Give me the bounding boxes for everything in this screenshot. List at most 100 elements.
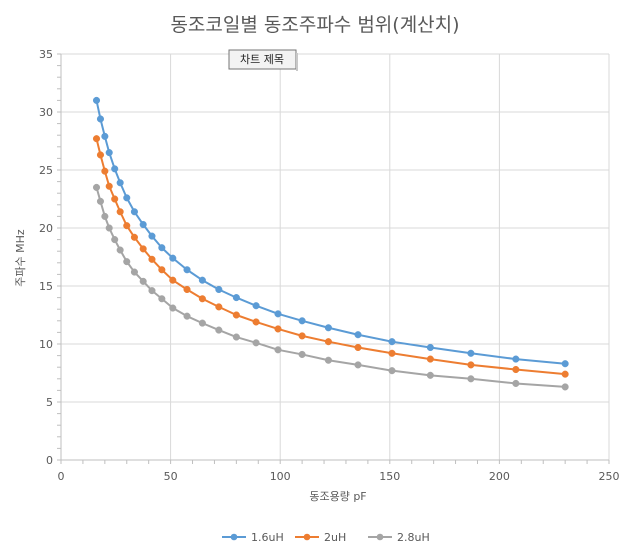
legend-marker-1 xyxy=(303,533,311,541)
data-point xyxy=(169,304,177,312)
data-point xyxy=(123,222,131,230)
data-point xyxy=(215,326,223,334)
legend-label-2: 2.8uH xyxy=(397,531,430,544)
data-point xyxy=(148,287,156,295)
axis-layer xyxy=(57,53,610,464)
data-point xyxy=(426,355,434,363)
data-point xyxy=(512,365,520,374)
data-point xyxy=(92,96,101,104)
grid-layer xyxy=(61,53,610,460)
x-tick-label: 250 xyxy=(599,470,620,483)
series-layer xyxy=(92,96,569,391)
data-point xyxy=(116,208,124,216)
series-line-0 xyxy=(95,100,566,365)
data-point xyxy=(116,179,124,187)
data-point xyxy=(467,349,475,357)
y-tick-label: 10 xyxy=(39,338,53,351)
y-tick-label: 25 xyxy=(39,164,53,177)
data-point xyxy=(354,361,362,369)
data-point xyxy=(92,135,101,143)
y-tick-label: 5 xyxy=(46,396,53,409)
y-tick-label: 0 xyxy=(46,454,53,467)
chart-title: 동조코일별 동조주파수 범위(계산치) xyxy=(170,14,459,36)
data-point xyxy=(158,266,166,274)
data-point xyxy=(426,371,434,379)
data-point xyxy=(274,310,282,318)
data-point xyxy=(426,343,434,352)
data-point xyxy=(561,360,569,368)
data-point xyxy=(354,331,362,339)
data-point xyxy=(232,311,240,319)
data-point xyxy=(105,149,113,157)
data-point xyxy=(111,236,119,244)
data-point xyxy=(139,220,147,229)
y-tick-label: 30 xyxy=(39,106,53,119)
data-point xyxy=(252,302,260,310)
data-point xyxy=(111,165,119,173)
x-tick-label: 100 xyxy=(270,470,291,483)
data-point xyxy=(169,254,177,262)
data-point xyxy=(198,319,206,327)
x-tick-label: 150 xyxy=(379,470,400,483)
data-point xyxy=(324,356,332,364)
data-point xyxy=(123,258,131,266)
data-point xyxy=(388,338,396,346)
data-point xyxy=(116,246,124,254)
legend: 1.6uH 2uH 2.8uH xyxy=(222,531,430,544)
data-point xyxy=(561,370,569,378)
series-line-1 xyxy=(95,138,566,376)
data-point xyxy=(561,383,569,391)
data-point xyxy=(252,318,260,326)
data-point xyxy=(298,350,306,358)
data-point xyxy=(467,375,475,383)
data-point xyxy=(215,303,223,311)
data-point xyxy=(111,195,119,203)
data-point xyxy=(169,276,177,284)
data-point xyxy=(512,355,520,363)
data-point xyxy=(148,255,156,263)
data-point xyxy=(139,277,147,285)
data-point xyxy=(96,151,105,159)
data-point xyxy=(158,244,166,252)
y-tick-label: 15 xyxy=(39,280,53,293)
data-point xyxy=(354,343,362,352)
data-point xyxy=(139,245,147,253)
tooltip-shadow xyxy=(296,53,298,71)
legend-marker-0 xyxy=(230,533,238,541)
data-point xyxy=(252,339,260,347)
y-axis-title: 주파수 MHz xyxy=(14,229,27,287)
data-point xyxy=(324,338,332,346)
legend-label-1: 2uH xyxy=(324,531,346,544)
x-tick-label: 0 xyxy=(58,470,65,483)
data-point xyxy=(101,167,109,175)
data-point xyxy=(105,182,113,190)
data-point xyxy=(215,285,223,294)
data-point xyxy=(512,379,520,387)
legend-label-0: 1.6uH xyxy=(251,531,284,544)
x-tick-label: 200 xyxy=(489,470,510,483)
data-point xyxy=(158,295,166,303)
data-point xyxy=(101,212,109,220)
data-point xyxy=(105,224,113,232)
data-point xyxy=(130,268,138,276)
data-point xyxy=(130,233,138,241)
data-point xyxy=(101,132,109,140)
data-point xyxy=(467,361,475,369)
x-axis-title: 동조용량 pF xyxy=(309,490,366,503)
legend-marker-2 xyxy=(376,533,384,541)
data-point xyxy=(96,115,105,123)
y-tick-label: 20 xyxy=(39,222,53,235)
tooltip-text: 차트 제목 xyxy=(240,53,284,66)
data-point xyxy=(274,325,282,333)
data-point xyxy=(274,346,282,354)
chart-title-tooltip: 차트 제목 xyxy=(228,49,298,71)
data-point xyxy=(198,295,206,303)
data-point xyxy=(298,317,306,325)
data-point xyxy=(123,194,131,202)
data-point xyxy=(148,232,156,240)
data-point xyxy=(232,333,240,341)
data-point xyxy=(183,266,191,274)
data-point xyxy=(198,276,206,284)
